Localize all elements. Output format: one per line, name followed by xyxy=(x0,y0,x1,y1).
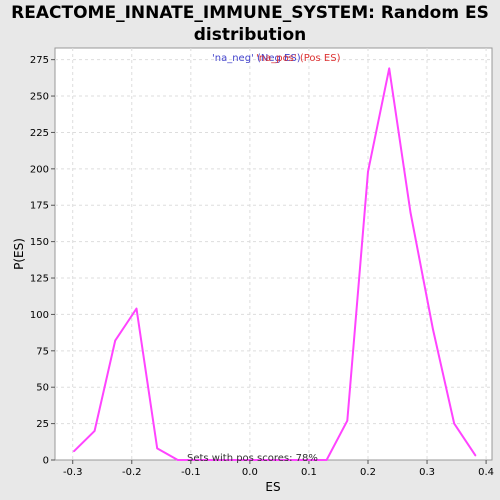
x-tick-label: 0.3 xyxy=(419,467,435,478)
legend-neg-label: 'na_neg' (Neg ES) xyxy=(212,53,301,64)
series-point xyxy=(474,454,477,457)
chart-title-line1: REACTOME_INNATE_IMMUNE_SYSTEM: Random ES xyxy=(11,3,489,23)
y-tick-label: 100 xyxy=(30,310,49,321)
y-tick-label: 175 xyxy=(30,201,49,212)
series-point xyxy=(73,450,75,453)
y-tick-label: 75 xyxy=(36,346,49,357)
series-point xyxy=(409,211,412,214)
series-line xyxy=(73,67,477,461)
x-tick-label: 0.1 xyxy=(301,467,317,478)
series-point xyxy=(156,447,158,450)
y-axis-label: P(ES) xyxy=(12,238,26,270)
legend-pos-label: 'na_pos' (Pos ES) xyxy=(256,53,341,64)
y-tick-label: 200 xyxy=(30,164,49,175)
chart-title-line2: distribution xyxy=(193,25,307,45)
series-point xyxy=(135,307,138,310)
series-point xyxy=(93,430,96,432)
series-point xyxy=(280,459,283,461)
y-tick-label: 50 xyxy=(36,383,49,394)
x-tick-label: 0.4 xyxy=(478,467,494,478)
series-point xyxy=(259,459,262,461)
series-group xyxy=(73,67,477,461)
series-point xyxy=(114,339,117,342)
axes: 0 25 50 75 100 125 150 175 200 225 250 275 -0.3 -0.2 -… xyxy=(30,55,494,478)
series-point xyxy=(453,422,456,425)
grid-lines xyxy=(55,48,492,460)
y-tick-label: 0 xyxy=(43,456,49,467)
y-tick-label: 225 xyxy=(30,128,49,139)
series-point xyxy=(197,459,200,461)
x-tick-label: -0.2 xyxy=(122,467,142,478)
plot-area xyxy=(54,47,493,461)
series-point xyxy=(325,459,328,461)
series-point xyxy=(239,459,241,461)
series-point xyxy=(301,459,304,461)
y-tick-label: 150 xyxy=(30,237,49,248)
series-point xyxy=(218,459,220,461)
y-tick-label: 25 xyxy=(36,419,49,430)
x-tick-label: -0.1 xyxy=(181,467,201,478)
x-tick-label: 0.0 xyxy=(242,467,258,478)
y-tick-label: 275 xyxy=(30,55,49,66)
chart-title: REACTOME_INNATE_IMMUNE_SYSTEM: Random ES… xyxy=(0,2,500,46)
y-tick-label: 125 xyxy=(30,274,49,285)
series-point xyxy=(177,459,179,461)
series-point xyxy=(432,328,434,330)
x-tick-label: 0.2 xyxy=(360,467,376,478)
y-tick-label: 250 xyxy=(30,92,49,103)
series-point xyxy=(388,67,391,70)
x-tick-label: -0.3 xyxy=(63,467,83,478)
pos-scores-annotation: Sets with pos scores: 78% xyxy=(187,453,318,464)
series-point xyxy=(367,170,369,173)
series-point xyxy=(346,419,349,422)
x-axis-label: ES xyxy=(265,480,280,494)
